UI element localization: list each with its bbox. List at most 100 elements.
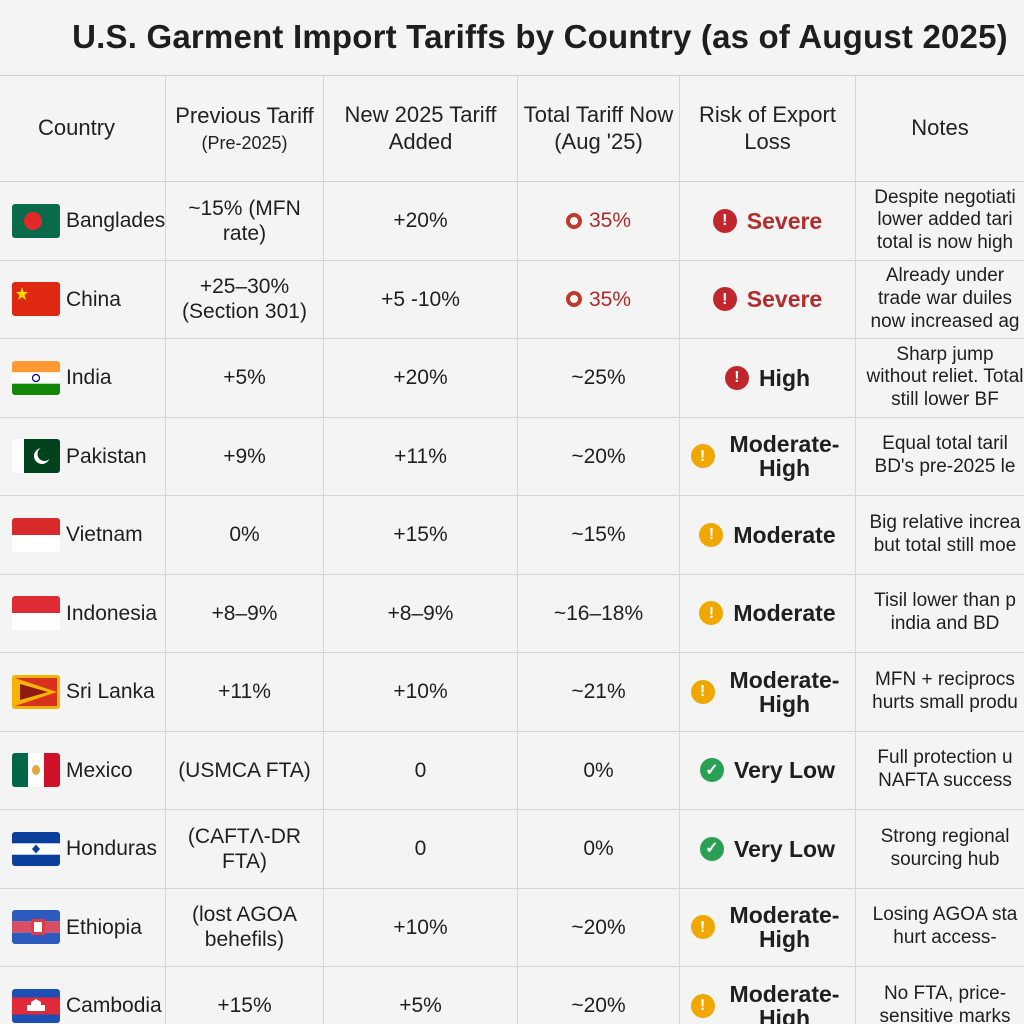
risk-label: Severe xyxy=(746,286,823,313)
notes-cell: Losing AGOA sta hurt access- xyxy=(856,889,1024,967)
added-tariff: +5% xyxy=(399,994,442,1018)
added-tariff: +11% xyxy=(394,444,447,468)
risk-cell: ! Moderate-High xyxy=(680,967,856,1024)
notes-cell: Despite negotiati lower added tari total… xyxy=(856,182,1024,260)
country-name: Ethiopia xyxy=(66,915,142,939)
header-previous-label: Previous Tariff xyxy=(175,102,314,128)
notes-text: Losing AGOA sta hurt access- xyxy=(872,904,1018,949)
table-row: China +25–30% (Section 301) +5 -10% 35% … xyxy=(0,260,1024,339)
notes-text: Big relative increa but total still moe xyxy=(869,511,1021,556)
risk-badge: ! Moderate-High xyxy=(690,432,845,480)
total-tariff-cell: 35% xyxy=(518,182,680,260)
previous-tariff-cell: +25–30% (Section 301) xyxy=(166,260,324,338)
total-tariff-cell: ~15% xyxy=(518,496,680,574)
table-row: Ethiopia (lost AGOA behefils) +10% ~20% … xyxy=(0,888,1024,967)
table-row: Sri Lanka +11% +10% ~21% ! Moderate-High… xyxy=(0,653,1024,732)
risk-label: Moderate-High xyxy=(729,666,840,717)
added-tariff: +8–9% xyxy=(387,601,454,625)
table-row: Mexico (USMCA FTA) 0 0% ✓ Very Low Full … xyxy=(0,731,1024,810)
previous-tariff-cell: +11% xyxy=(166,653,324,731)
header-previous-sub: (Pre-2025) xyxy=(201,132,288,153)
risk-badge: ! Moderate xyxy=(699,600,836,627)
header-new-added: New 2025 Tariff Added xyxy=(324,76,518,181)
added-tariff: +10% xyxy=(393,915,448,939)
country-cell: Honduras xyxy=(0,810,166,888)
total-value: ~15% xyxy=(571,523,626,547)
country-name: Vietnam xyxy=(66,523,143,547)
country-cell: Sri Lanka xyxy=(0,653,166,731)
previous-tariff-cell: (lost AGOA behefils) xyxy=(166,888,324,966)
page-title: U.S. Garment Import Tariffs by Country (… xyxy=(72,18,1008,55)
total-tariff-cell: ~20% xyxy=(518,888,680,966)
total-value: ~21% xyxy=(571,680,626,704)
previous-tariff: +8–9% xyxy=(211,601,278,625)
total-value: 35% xyxy=(588,287,632,311)
added-tariff-cell: +11% xyxy=(324,417,518,495)
total-tariff-cell: 35% xyxy=(518,260,680,338)
china-flag-icon xyxy=(12,282,60,317)
risk-badge: ! Moderate-High xyxy=(690,666,845,717)
added-tariff: 0 xyxy=(414,758,427,782)
total-value: ~25% xyxy=(571,366,626,390)
total-value: ~16–18% xyxy=(553,601,644,625)
table-row: Cambodia +15% +5% ~20% ! Moderate-High N… xyxy=(0,967,1024,1024)
risk-label: Moderate xyxy=(733,600,836,627)
risk-cell: ! Severe xyxy=(680,182,856,260)
total-severe-indicator: 35% xyxy=(565,287,632,312)
notes-text: No FTA, price- sensitive marks xyxy=(879,982,1011,1024)
added-tariff-cell: +5 -10% xyxy=(324,260,518,338)
country-cell: Vietnam xyxy=(0,496,166,574)
previous-tariff: ~15% (MFN rate) xyxy=(188,196,301,245)
total-tariff-cell: ~16–18% xyxy=(518,574,680,652)
total-tariff-cell: ~20% xyxy=(518,967,680,1024)
country-name: Sri Lanka xyxy=(66,680,155,704)
risk-cell: ✓ Very Low xyxy=(680,810,856,888)
alert-icon: ! xyxy=(712,287,737,312)
country-cell: India xyxy=(0,339,166,417)
country-cell: Pakistan xyxy=(0,417,166,495)
previous-tariff-cell: +9% xyxy=(166,417,324,495)
added-tariff-cell: 0 xyxy=(324,731,518,809)
total-severe-indicator: 35% xyxy=(565,208,632,233)
header-previous: Previous Tariff (Pre-2025) xyxy=(166,76,324,181)
warning-icon: ! xyxy=(699,522,724,547)
risk-label: Moderate xyxy=(733,521,836,548)
added-tariff: +15% xyxy=(393,523,448,547)
added-tariff-cell: +15% xyxy=(324,496,518,574)
tariff-table: Country Previous Tariff (Pre-2025) New 2… xyxy=(0,76,1024,1024)
risk-badge: ! Moderate xyxy=(699,521,836,548)
risk-badge: ! Moderate-High xyxy=(690,903,845,951)
added-tariff: +5 -10% xyxy=(381,287,460,311)
notes-text: Already under trade war duiles now incre… xyxy=(870,265,1020,332)
honduras-flag-icon xyxy=(12,831,60,866)
warning-icon: ! xyxy=(690,679,715,704)
warning-icon: ! xyxy=(690,915,715,940)
notes-cell: Equal total taril BD's pre-2025 le xyxy=(856,418,1024,496)
alert-icon: ! xyxy=(712,208,737,233)
added-tariff: +20% xyxy=(393,209,448,233)
notes-text: Tisil lower than p india and BD xyxy=(874,590,1016,635)
risk-badge: ! High xyxy=(724,366,810,390)
notes-text: Equal total taril BD's pre-2025 le xyxy=(874,433,1016,478)
notes-cell: MFN + reciprocs hurts small produ xyxy=(856,653,1024,731)
country-name: Cambodia xyxy=(66,994,162,1018)
warning-icon: ! xyxy=(699,601,724,626)
notes-cell: No FTA, price- sensitive marks xyxy=(856,967,1024,1024)
previous-tariff: (lost AGOA behefils) xyxy=(191,903,298,952)
risk-label: Very Low xyxy=(734,835,835,862)
previous-tariff-cell: +5% xyxy=(166,339,324,417)
notes-cell: Strong regional sourcing hub xyxy=(856,810,1024,888)
severe-dot-icon xyxy=(565,291,582,308)
table-row: Vietnam 0% +15% ~15% ! Moderate Big rela… xyxy=(0,496,1024,575)
previous-tariff: 0% xyxy=(229,523,260,547)
total-tariff-cell: ~21% xyxy=(518,653,680,731)
risk-cell: ! Severe xyxy=(680,260,856,338)
total-value: 35% xyxy=(588,209,632,233)
added-tariff-cell: +10% xyxy=(324,888,518,966)
previous-tariff: +25–30% (Section 301) xyxy=(182,275,307,324)
country-cell: Ethiopia xyxy=(0,888,166,966)
previous-tariff: +15% xyxy=(217,994,272,1018)
total-value: ~20% xyxy=(571,915,626,939)
added-tariff-cell: 0 xyxy=(324,810,518,888)
table-header: Country Previous Tariff (Pre-2025) New 2… xyxy=(0,76,1024,182)
